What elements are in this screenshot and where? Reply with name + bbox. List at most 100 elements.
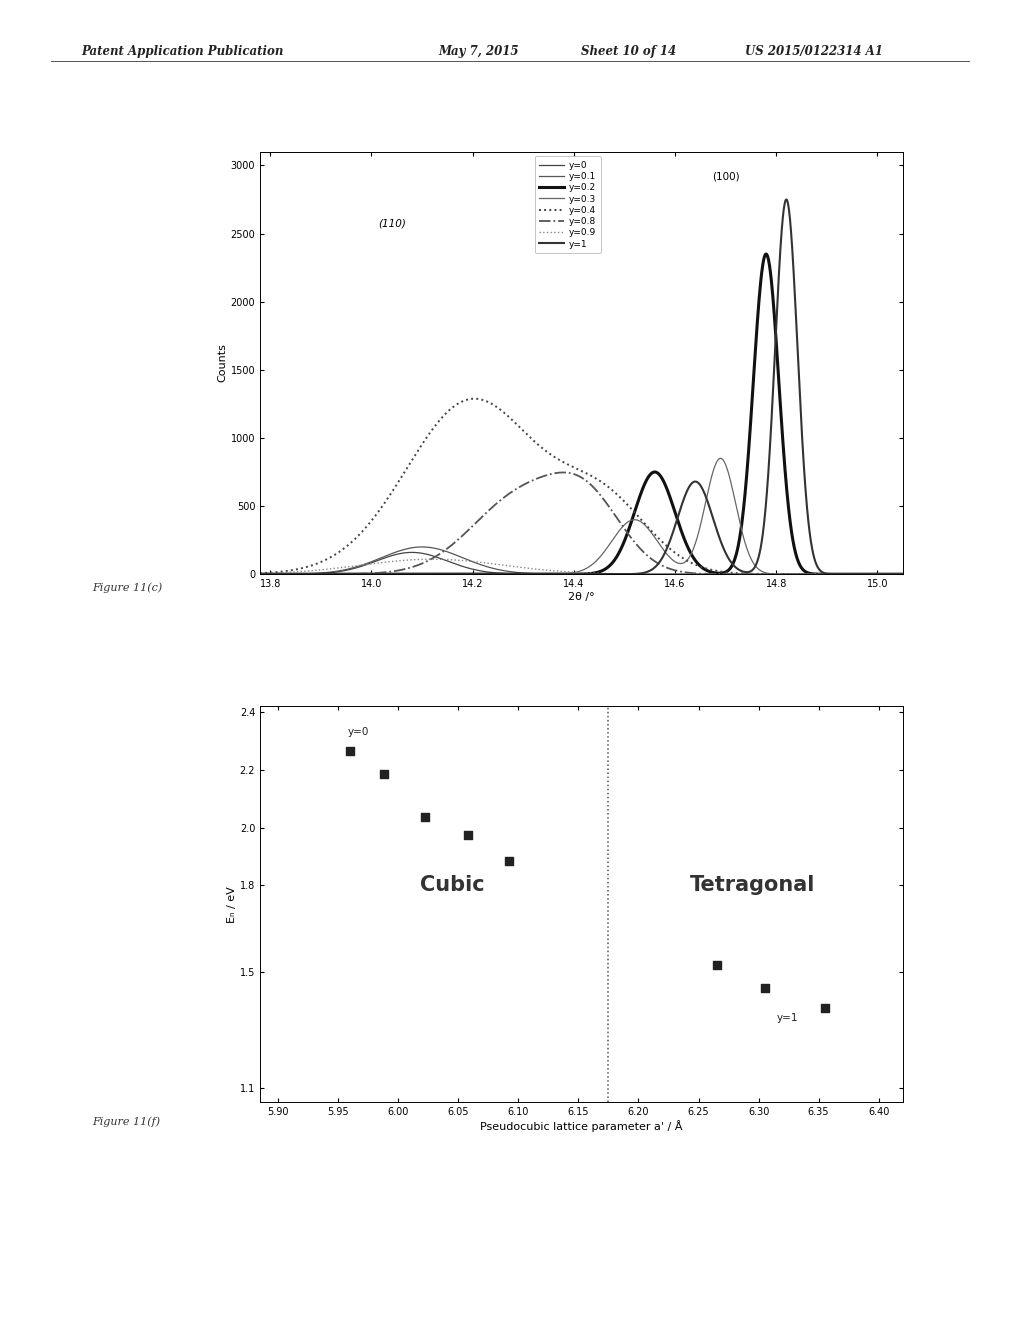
y=0	[368, 554, 380, 570]
Line: y=0.3: y=0.3	[260, 458, 917, 574]
Text: Figure 11(c): Figure 11(c)	[92, 583, 162, 594]
y=0.3	[898, 566, 910, 582]
y=0.9	[506, 558, 519, 574]
y=0.4	[827, 566, 840, 582]
y=0.1	[898, 566, 910, 582]
y=0.3	[911, 566, 923, 582]
y=0	[827, 566, 840, 582]
y=1	[254, 566, 266, 582]
Text: Sheet 10 of 14: Sheet 10 of 14	[581, 45, 676, 58]
Text: Figure 11(f): Figure 11(f)	[92, 1117, 160, 1127]
y=0.4	[506, 412, 519, 428]
y=0.9	[254, 565, 266, 581]
Text: (100): (100)	[711, 172, 739, 181]
y=0	[506, 566, 519, 582]
y=1	[911, 566, 923, 582]
y=0.9	[368, 556, 380, 572]
y=1	[780, 191, 792, 207]
y=0	[911, 566, 923, 582]
Point	[815, 998, 832, 1019]
y=0.1	[534, 566, 546, 582]
Y-axis label: Eₙ / eV: Eₙ / eV	[227, 886, 236, 923]
y=0.1	[506, 564, 519, 579]
Text: (110): (110)	[377, 219, 406, 228]
Point	[416, 807, 432, 828]
Point	[500, 850, 517, 871]
y=0.4	[254, 565, 266, 581]
y=1	[898, 566, 910, 582]
y=0.3	[254, 566, 266, 582]
y=0.2	[911, 566, 923, 582]
y=1	[534, 566, 546, 582]
Text: y=1: y=1	[775, 1014, 797, 1023]
Line: y=0.2: y=0.2	[260, 253, 917, 574]
Line: y=0.4: y=0.4	[260, 399, 917, 574]
y=0.2	[254, 566, 266, 582]
y=0.3	[505, 566, 518, 582]
y=0.9	[426, 552, 438, 568]
y=0.4	[329, 546, 341, 562]
Text: May 7, 2015: May 7, 2015	[438, 45, 519, 58]
Text: Patent Application Publication: Patent Application Publication	[82, 45, 283, 58]
y=0	[254, 566, 266, 582]
y=0.8	[534, 469, 546, 484]
y=0.1	[416, 539, 428, 554]
y=0.4	[468, 391, 480, 407]
y=0.2	[827, 566, 840, 582]
y=0.4	[898, 566, 910, 582]
y=0.9	[329, 561, 341, 577]
Point	[707, 954, 723, 975]
y=0	[898, 566, 910, 582]
y=1	[505, 566, 518, 582]
y=1	[329, 566, 341, 582]
Legend: y=0, y=0.1, y=0.2, y=0.3, y=0.4, y=0.8, y=0.9, y=1: y=0, y=0.1, y=0.2, y=0.3, y=0.4, y=0.8, …	[534, 156, 600, 253]
Line: y=0: y=0	[260, 552, 917, 574]
y=1	[827, 566, 840, 582]
y=0.8	[329, 566, 341, 582]
y=0.4	[368, 510, 380, 525]
Text: y=0: y=0	[347, 727, 369, 737]
y=0.2	[505, 566, 518, 582]
Point	[756, 978, 772, 999]
y=0.8	[254, 566, 266, 582]
y=0.3	[368, 566, 380, 582]
Point	[341, 741, 358, 762]
y=0.1	[329, 564, 341, 579]
y=0.8	[368, 565, 380, 581]
y=0.3	[329, 566, 341, 582]
y=0.3	[713, 450, 726, 466]
Text: US 2015/0122314 A1: US 2015/0122314 A1	[744, 45, 881, 58]
y=0.9	[911, 566, 923, 582]
Line: y=0.9: y=0.9	[260, 560, 917, 574]
y=0.4	[911, 566, 923, 582]
y=0.8	[898, 566, 910, 582]
y=0.2	[534, 566, 546, 582]
y=0.4	[534, 440, 546, 455]
y=0.2	[898, 566, 910, 582]
y=0.9	[827, 566, 840, 582]
Line: y=0.8: y=0.8	[260, 473, 917, 574]
y=0.8	[911, 566, 923, 582]
Text: Tetragonal: Tetragonal	[689, 875, 814, 895]
y=0	[406, 544, 418, 560]
y=0.2	[368, 566, 380, 582]
Line: y=1: y=1	[260, 199, 917, 574]
y=0.8	[827, 566, 840, 582]
Line: y=0.1: y=0.1	[260, 546, 917, 574]
y=1	[368, 566, 380, 582]
y=0.1	[254, 566, 266, 582]
Y-axis label: Counts: Counts	[217, 343, 227, 383]
Text: Cubic: Cubic	[420, 875, 484, 895]
y=0.3	[534, 566, 546, 582]
X-axis label: Pseudocubic lattice parameter a' / Å: Pseudocubic lattice parameter a' / Å	[480, 1119, 682, 1131]
y=0.9	[898, 566, 910, 582]
X-axis label: 2θ /°: 2θ /°	[568, 591, 594, 602]
y=0.8	[505, 483, 518, 499]
y=0.1	[911, 566, 923, 582]
Point	[460, 824, 476, 845]
y=0.1	[827, 566, 840, 582]
y=0.2	[329, 566, 341, 582]
y=0.9	[534, 562, 546, 578]
y=0.3	[827, 566, 840, 582]
y=0	[534, 566, 546, 582]
